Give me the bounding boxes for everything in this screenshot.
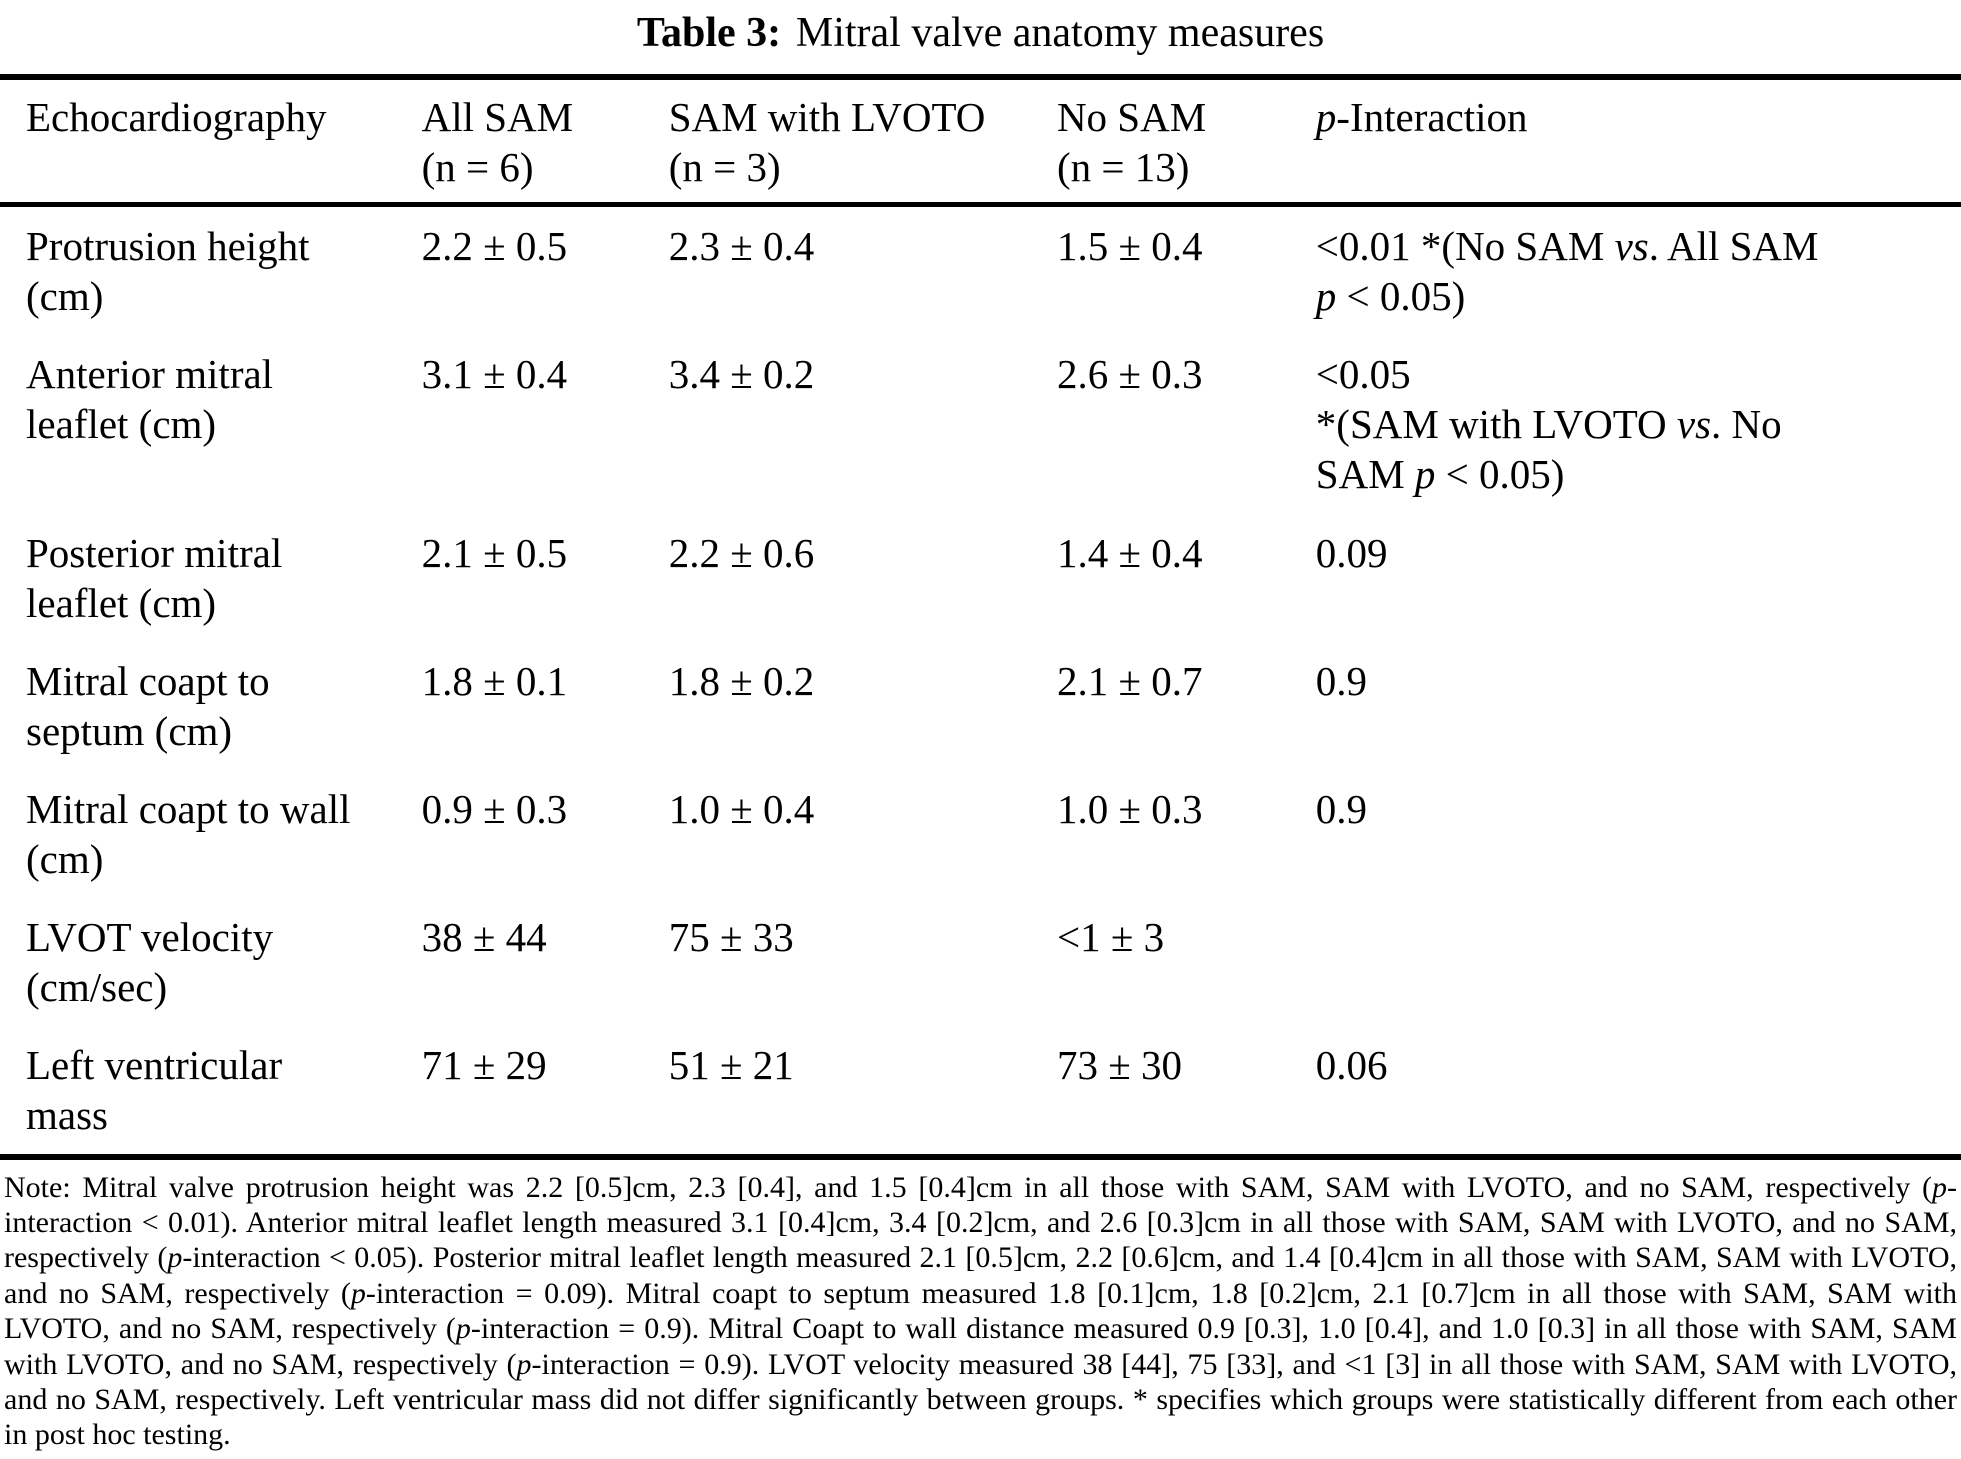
- all-sam-value: 3.1 ± 0.4: [421, 351, 568, 398]
- measure-line: (cm): [26, 273, 104, 320]
- table-row-posterior-mitral-leaflet: Posterior mitral leaflet (cm) 2.1 ± 0.5 …: [0, 514, 1961, 642]
- header-row: Echocardiography All SAM (n = 6) SAM wit…: [0, 77, 1961, 208]
- table-row-anterior-mitral-leaflet: Anterior mitral leaflet (cm) 3.1 ± 0.4 3…: [0, 335, 1961, 513]
- table-number-label: Table 3:: [636, 10, 782, 56]
- sam-lvoto-value: 3.4 ± 0.2: [668, 351, 815, 398]
- table-header: Echocardiography All SAM (n = 6) SAM wit…: [0, 77, 1961, 208]
- measure-cell: Mitral coapt to wall (cm): [0, 770, 422, 898]
- table-row-mitral-coapt-to-wall: Mitral coapt to wall (cm) 0.9 ± 0.3 1.0 …: [0, 770, 1961, 898]
- sam-lvoto-value: 51 ± 21: [668, 1041, 794, 1088]
- measure-line: mass: [26, 1091, 108, 1138]
- all-sam-value: 38 ± 44: [421, 913, 547, 960]
- column-header-line: (n = 3): [668, 144, 781, 191]
- column-header-line: All SAM: [421, 94, 574, 141]
- measure-line: Protrusion height: [26, 223, 310, 270]
- measure-line: Posterior mitral: [26, 529, 283, 576]
- all-sam-value: 0.9 ± 0.3: [421, 785, 568, 832]
- all-sam-value: 2.1 ± 0.5: [421, 529, 568, 576]
- table-row-mitral-coapt-to-septum: Mitral coapt to septum (cm) 1.8 ± 0.1 1.…: [0, 642, 1961, 770]
- no-sam-value: <1 ± 3: [1056, 913, 1165, 960]
- mitral-valve-anatomy-table: Echocardiography All SAM (n = 6) SAM wit…: [0, 74, 1961, 1160]
- table-row-protrusion-height: Protrusion height (cm) 2.2 ± 0.5 2.3 ± 0…: [0, 205, 1961, 336]
- p-interaction-cell: 0.9: [1315, 657, 1368, 704]
- no-sam-value: 2.1 ± 0.7: [1056, 657, 1203, 704]
- sam-lvoto-value: 75 ± 33: [668, 913, 794, 960]
- p-interaction-cell: <0.01 *(No SAM vs. All SAM p < 0.05): [1315, 223, 1819, 320]
- sam-lvoto-value: 2.3 ± 0.4: [668, 223, 815, 270]
- measure-line: LVOT velocity: [26, 913, 274, 960]
- measure-line: Left ventricular: [26, 1041, 283, 1088]
- no-sam-value: 2.6 ± 0.3: [1056, 351, 1203, 398]
- measure-line: septum (cm): [26, 707, 233, 754]
- measure-line: leaflet (cm): [26, 579, 217, 626]
- column-header-all-sam: All SAM (n = 6): [421, 77, 669, 208]
- table-title-text: Mitral valve anatomy measures: [795, 10, 1325, 56]
- measure-line: Anterior mitral: [26, 351, 274, 398]
- column-header-line: SAM with LVOTO: [668, 94, 986, 141]
- no-sam-value: 73 ± 30: [1056, 1041, 1182, 1088]
- table-footnote: Note: Mitral valve protrusion height was…: [4, 1170, 1958, 1452]
- all-sam-value: 1.8 ± 0.1: [421, 657, 568, 704]
- column-header-echocardiography: Echocardiography: [0, 77, 422, 208]
- p-interaction-cell: [1316, 898, 1961, 1026]
- measure-cell: Anterior mitral leaflet (cm): [0, 335, 422, 513]
- no-sam-value: 1.5 ± 0.4: [1056, 223, 1203, 270]
- column-header-line: (n = 6): [421, 144, 534, 191]
- measure-cell: Left ventricular mass: [0, 1026, 422, 1157]
- column-header-no-sam: No SAM (n = 13): [1056, 77, 1316, 208]
- measure-line: (cm): [26, 835, 104, 882]
- p-interaction-cell: 0.09: [1315, 529, 1388, 576]
- sam-lvoto-value: 1.8 ± 0.2: [668, 657, 815, 704]
- sam-lvoto-value: 1.0 ± 0.4: [668, 785, 815, 832]
- all-sam-value: 71 ± 29: [421, 1041, 547, 1088]
- table-title: Table 3: Mitral valve anatomy measures: [0, 0, 1961, 74]
- p-interaction-cell: <0.05 *(SAM with LVOTO vs. No SAM p < 0.05…: [1315, 351, 1782, 498]
- column-header-p-interaction: p-Interaction: [1315, 77, 1961, 208]
- measure-line: Mitral coapt to wall: [26, 785, 351, 832]
- no-sam-value: 1.0 ± 0.3: [1056, 785, 1203, 832]
- sam-lvoto-value: 2.2 ± 0.6: [668, 529, 815, 576]
- column-header-line: No SAM: [1056, 94, 1207, 141]
- no-sam-value: 1.4 ± 0.4: [1056, 529, 1203, 576]
- measure-cell: LVOT velocity (cm/sec): [0, 898, 422, 1026]
- measure-cell: Posterior mitral leaflet (cm): [0, 514, 422, 642]
- table-body: Protrusion height (cm) 2.2 ± 0.5 2.3 ± 0…: [0, 205, 1961, 1157]
- column-header-sam-with-lvoto: SAM with LVOTO (n = 3): [668, 77, 1057, 208]
- measure-cell: Mitral coapt to septum (cm): [0, 642, 422, 770]
- measure-line: leaflet (cm): [26, 401, 217, 448]
- measure-cell: Protrusion height (cm): [0, 205, 422, 336]
- column-header-line: (n = 13): [1056, 144, 1190, 191]
- all-sam-value: 2.2 ± 0.5: [421, 223, 568, 270]
- p-interaction-cell: 0.06: [1315, 1041, 1388, 1088]
- measure-line: Mitral coapt to: [26, 657, 270, 704]
- measure-line: (cm/sec): [26, 963, 168, 1010]
- p-interaction-cell: 0.9: [1315, 785, 1368, 832]
- table-row-lvot-velocity: LVOT velocity (cm/sec) 38 ± 44 75 ± 33 <…: [0, 898, 1961, 1026]
- table-row-left-ventricular-mass: Left ventricular mass 71 ± 29 51 ± 21 73…: [0, 1026, 1961, 1157]
